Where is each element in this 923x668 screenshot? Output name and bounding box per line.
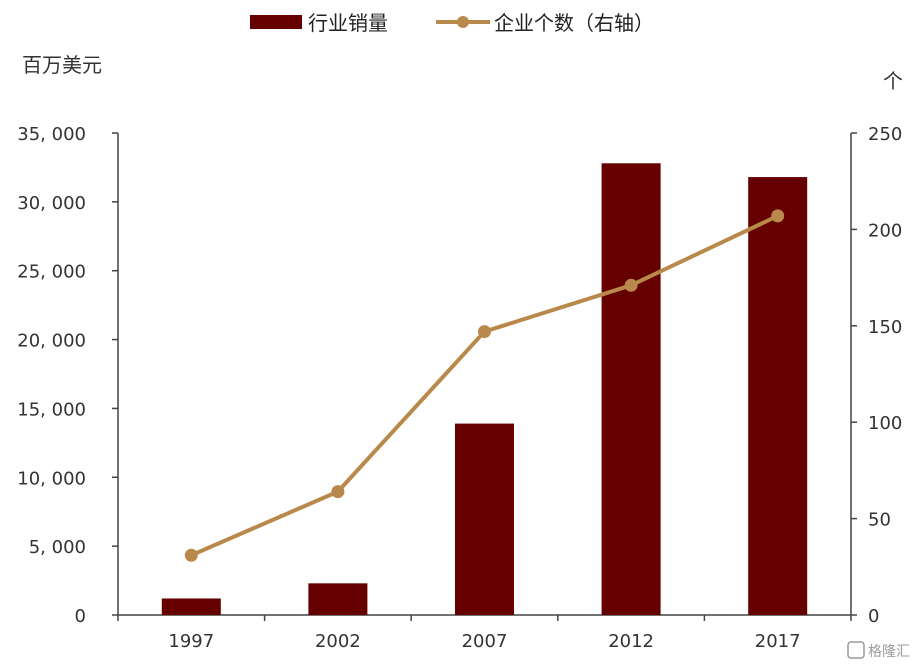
line-point bbox=[624, 278, 638, 292]
left-axis-ticks: 0 5, 000 10, 000 15, 000 20, 000 25, 000 30, 0… bbox=[17, 124, 118, 627]
bar bbox=[601, 163, 661, 615]
line-point bbox=[478, 325, 491, 339]
x-tick-label: 2007 bbox=[462, 631, 508, 652]
line-point bbox=[184, 548, 198, 562]
left-tick-label: 30, 000 bbox=[17, 193, 86, 214]
legend: 行业销量 企业个数（右轴） bbox=[250, 11, 654, 35]
right-axis-ticks: 0 50 100 150 200 250 bbox=[851, 124, 902, 627]
legend-line-label: 企业个数（右轴） bbox=[494, 11, 654, 35]
x-tick-label: 1997 bbox=[168, 631, 214, 652]
line-point bbox=[771, 209, 785, 223]
right-tick-label: 150 bbox=[868, 317, 902, 338]
legend-line-marker bbox=[457, 16, 469, 28]
left-axis-unit: 百万美元 bbox=[22, 53, 102, 77]
bar bbox=[455, 423, 514, 615]
watermark: 格隆汇 bbox=[847, 641, 910, 660]
bar bbox=[161, 598, 221, 615]
legend-bar-label: 行业销量 bbox=[308, 11, 388, 35]
right-tick-label: 100 bbox=[868, 413, 902, 434]
watermark-text: 格隆汇 bbox=[868, 644, 910, 660]
bar bbox=[748, 177, 808, 615]
bar-series bbox=[161, 163, 808, 615]
left-tick-label: 20, 000 bbox=[17, 331, 86, 352]
left-tick-label: 15, 000 bbox=[17, 399, 86, 420]
bar bbox=[308, 583, 368, 615]
x-tick-label: 2017 bbox=[755, 631, 801, 652]
x-tick-label: 2012 bbox=[608, 631, 654, 652]
line-point bbox=[331, 485, 345, 499]
left-tick-label: 35, 000 bbox=[17, 124, 86, 145]
left-tick-label: 25, 000 bbox=[17, 262, 86, 283]
left-tick-label: 10, 000 bbox=[17, 468, 86, 489]
right-tick-label: 0 bbox=[868, 606, 879, 627]
left-tick-label: 5, 000 bbox=[29, 537, 86, 558]
right-axis-unit: 个 bbox=[883, 69, 903, 93]
right-tick-label: 50 bbox=[868, 510, 891, 531]
x-axis-ticks: 1997 2002 2007 2012 2017 bbox=[117, 615, 852, 652]
left-tick-label: 0 bbox=[75, 606, 86, 627]
x-tick-label: 2002 bbox=[315, 631, 361, 652]
legend-bar-swatch bbox=[250, 15, 302, 29]
watermark-logo-icon bbox=[847, 641, 865, 659]
right-tick-label: 200 bbox=[868, 220, 902, 241]
right-tick-label: 250 bbox=[868, 124, 902, 145]
line-series bbox=[184, 209, 785, 562]
